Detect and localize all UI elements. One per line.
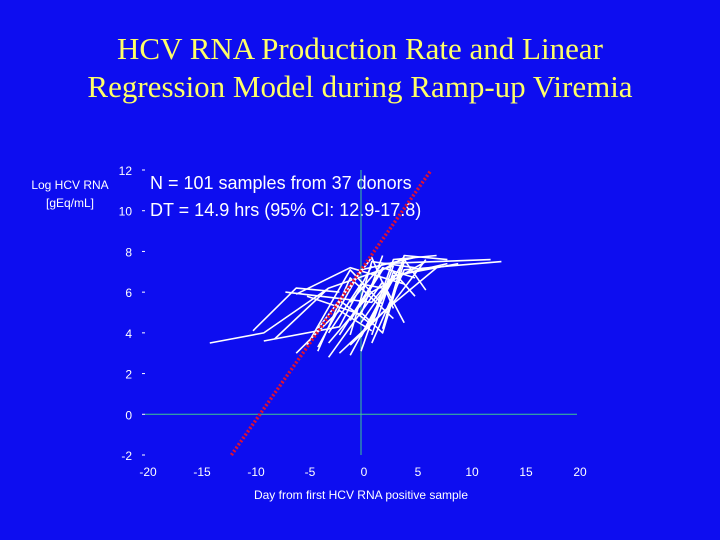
y-tick-label: 6 (125, 286, 132, 300)
y-axis-label-line-1: Log HCV RNA (31, 178, 109, 192)
donor-trajectory (317, 277, 394, 352)
y-tick-label: -2 (121, 449, 132, 463)
y-tick-label: 4 (125, 327, 132, 341)
x-tick-label: 10 (465, 465, 479, 479)
donor-trajectory (360, 262, 459, 324)
donor-trajectory (371, 270, 416, 336)
y-tick-label: 8 (125, 245, 132, 259)
donor-trajectory (349, 256, 405, 322)
x-tick-label: 5 (415, 465, 422, 479)
x-tick-label: -5 (305, 465, 316, 479)
donor-trajectory (327, 283, 383, 334)
y-tick-label: 12 (119, 164, 133, 178)
donor-trajectory (274, 264, 394, 340)
x-tick-label: -20 (139, 465, 157, 479)
donor-trajectory (327, 260, 427, 344)
donor-trajectory (381, 254, 448, 330)
y-tick-label: 2 (125, 368, 132, 382)
donor-trajectory (371, 260, 502, 344)
slide-title-line-1: HCV RNA Production Rate and Linear (117, 31, 603, 66)
sample-count-annotation: N = 101 samples from 37 donors (150, 173, 412, 193)
y-tick-label: 0 (125, 408, 132, 422)
donor-trajectory (338, 265, 395, 326)
x-axis-label: Day from first HCV RNA positive sample (253, 488, 469, 502)
x-tick-label: -15 (193, 465, 211, 479)
y-axis-label-line-2: [gEq/mL] (45, 196, 95, 210)
donor-trajectory (209, 287, 330, 344)
donor-trajectory (360, 261, 405, 334)
donor-trajectory (263, 265, 373, 342)
y-axis-label: Log HCV RNA [gEq/mL] (18, 176, 122, 212)
donor-trajectory (295, 309, 373, 354)
x-tick-label: 0 (361, 465, 368, 479)
x-tick-label: 20 (573, 465, 587, 479)
regression-line (229, 168, 433, 457)
doubling-time-annotation: DT = 14.9 hrs (95% CI: 12.9-17.8) (150, 200, 422, 220)
x-tick-label: -10 (247, 465, 265, 479)
x-tick-label: 15 (519, 465, 533, 479)
slide-title: HCV RNA Production Rate and Linear Regre… (0, 30, 720, 106)
y-tick-label: 10 (119, 205, 133, 219)
donor-trajectory (306, 255, 384, 316)
slide-title-line-2: Regression Model during Ramp-up Viremia (87, 69, 633, 104)
